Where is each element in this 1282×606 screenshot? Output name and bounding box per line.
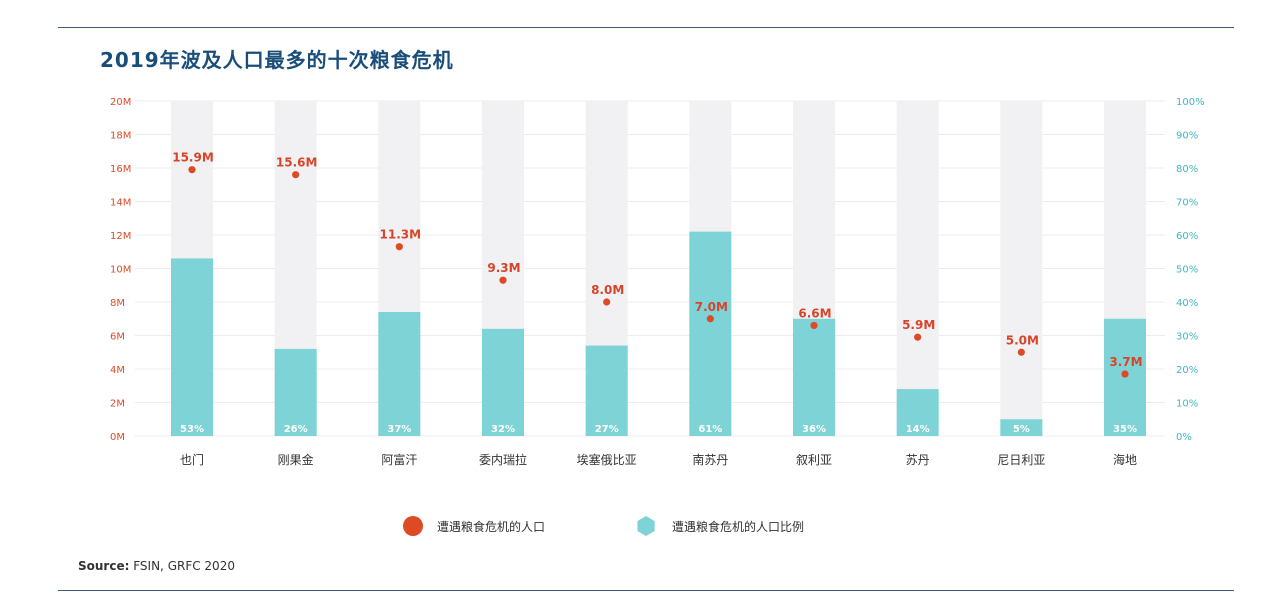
right-axis-tick-label: 0% <box>1176 432 1192 443</box>
ratio-bar <box>793 318 835 436</box>
category-label: 叙利亚 <box>796 453 832 467</box>
category-label: 也门 <box>180 452 204 467</box>
left-axis-tick-label: 14M <box>110 198 131 209</box>
ratio-bar-label: 14% <box>906 424 930 435</box>
ratio-bar-label: 36% <box>802 424 826 435</box>
bottom-rule <box>58 590 1234 591</box>
left-axis-tick-label: 18M <box>110 131 131 142</box>
left-axis-tick-label: 8M <box>110 298 125 309</box>
people-dot-label: 5.0M <box>1006 333 1039 347</box>
category-label: 南苏丹 <box>692 452 728 467</box>
people-dot-label: 3.7M <box>1109 355 1142 369</box>
ratio-bar <box>585 345 628 436</box>
category-label: 苏丹 <box>906 453 930 467</box>
left-axis-tick-label: 6M <box>110 332 125 343</box>
right-axis-tick-label: 80% <box>1176 164 1198 175</box>
left-axis-tick-label: 16M <box>110 164 131 175</box>
people-dot <box>914 333 922 341</box>
ratio-bar-label: 27% <box>595 424 619 435</box>
people-dot-label: 15.9M <box>172 151 214 165</box>
legend-people-swatch <box>403 516 423 536</box>
ratio-bar-label: 35% <box>1113 424 1137 435</box>
people-dot <box>603 298 611 306</box>
people-dot-label: 6.6M <box>798 306 831 320</box>
people-dot-label: 9.3M <box>487 261 520 275</box>
legend-ratio-swatch <box>637 516 655 536</box>
legend-people-label: 遭遇粮食危机的人口 <box>437 519 546 534</box>
right-axis-tick-label: 10% <box>1176 399 1198 410</box>
ratio-bar <box>378 312 421 436</box>
people-dot-label: 15.6M <box>276 156 318 170</box>
ratio-bar-label: 37% <box>387 424 411 435</box>
ratio-bar <box>274 348 317 436</box>
source-text: FSIN, GRFC 2020 <box>133 559 235 573</box>
ratio-bar-label: 26% <box>284 424 308 435</box>
ratio-bar-label: 53% <box>180 424 204 435</box>
people-dot <box>188 166 196 174</box>
ratio-bar-label: 5% <box>1013 424 1030 435</box>
legend-item-people: 遭遇粮食危机的人口 <box>403 515 545 537</box>
right-axis-tick-label: 50% <box>1176 265 1198 276</box>
category-label: 海地 <box>1113 452 1137 467</box>
right-axis-tick-label: 20% <box>1176 365 1198 376</box>
people-dot <box>706 315 714 323</box>
people-dot-label: 5.9M <box>902 318 935 332</box>
left-axis-tick-label: 10M <box>110 265 131 276</box>
people-dot <box>292 171 300 179</box>
ratio-bar <box>482 328 524 436</box>
right-axis-tick-label: 100% <box>1176 97 1205 108</box>
left-axis-tick-label: 20M <box>110 97 131 108</box>
people-dot <box>395 243 403 251</box>
ratio-bar <box>689 231 732 436</box>
chart-title: 2019年波及人口最多的十次粮食危机 <box>100 48 454 72</box>
ratio-bar-label: 32% <box>491 424 515 435</box>
right-axis-tick-label: 90% <box>1176 131 1198 142</box>
ratio-bar <box>171 258 213 436</box>
ratio-bar-label: 61% <box>698 424 722 435</box>
category-label: 尼日利亚 <box>997 453 1045 467</box>
right-axis-tick-label: 60% <box>1176 231 1198 242</box>
people-dot-label: 8.0M <box>591 283 624 297</box>
people-dot-label: 7.0M <box>695 300 728 314</box>
people-dot <box>810 321 818 330</box>
people-dot-label: 11.3M <box>380 228 422 242</box>
right-axis-tick-label: 70% <box>1176 198 1198 209</box>
ratio-bar <box>1000 419 1043 436</box>
source-note: Source: FSIN, GRFC 2020 <box>78 559 235 573</box>
ratio-bar <box>896 389 939 436</box>
people-dot <box>1017 348 1025 356</box>
category-label: 埃塞俄比亚 <box>577 452 637 467</box>
left-axis-tick-label: 2M <box>110 399 125 410</box>
left-axis-tick-label: 12M <box>110 231 131 242</box>
left-axis-tick-label: 0M <box>110 432 125 443</box>
left-axis-tick-label: 4M <box>110 365 125 376</box>
bar-track <box>896 101 939 436</box>
category-label: 委内瑞拉 <box>479 452 527 467</box>
people-dot <box>499 276 507 284</box>
source-label: Source: <box>78 559 130 573</box>
people-dot <box>1121 370 1129 378</box>
category-label: 阿富汗 <box>381 452 417 467</box>
right-axis-tick-label: 30% <box>1176 332 1198 343</box>
bar-track <box>1000 101 1043 436</box>
legend-ratio-label: 遭遇粮食危机的人口比例 <box>672 519 805 534</box>
right-axis-tick-label: 40% <box>1176 298 1198 309</box>
category-label: 刚果金 <box>278 452 314 467</box>
top-rule <box>58 27 1234 28</box>
legend-item-ratio: 遭遇粮食危机的人口比例 <box>636 515 804 537</box>
